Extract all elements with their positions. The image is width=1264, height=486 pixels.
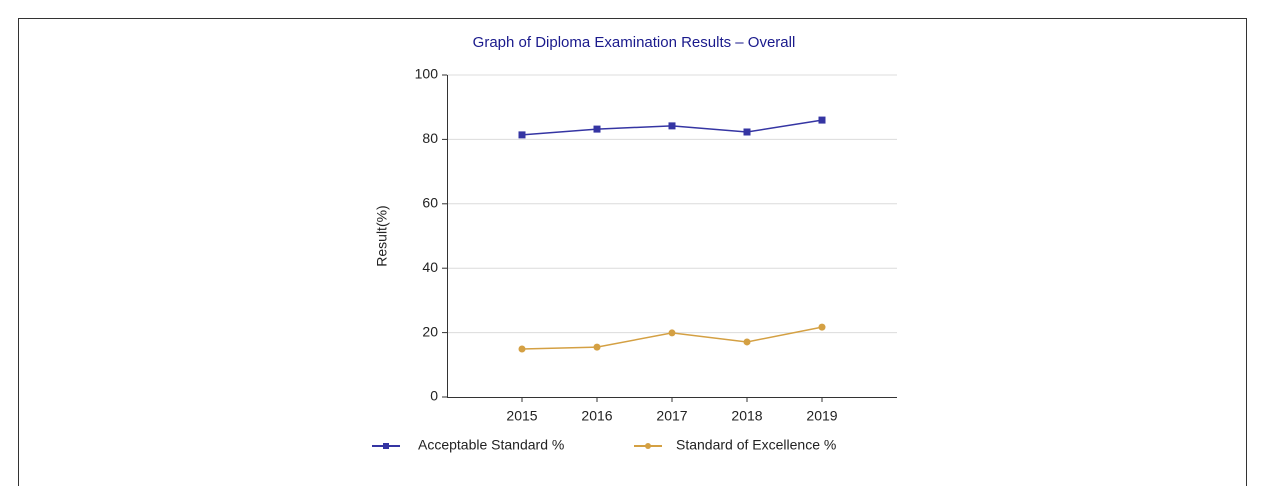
point — [743, 128, 751, 136]
legend-label: Standard of Excellence % — [676, 437, 836, 453]
point — [668, 329, 676, 337]
y-tick-label: 40 — [422, 259, 438, 275]
point — [818, 323, 826, 331]
legend-label: Acceptable Standard % — [418, 437, 564, 453]
y-axis-label: Result(%) — [374, 205, 390, 266]
point — [593, 125, 601, 133]
point — [668, 122, 676, 130]
y-tick-label: 80 — [422, 130, 438, 146]
point — [518, 131, 526, 139]
chart-title: Graph of Diploma Examination Results – O… — [473, 34, 796, 51]
point — [743, 338, 751, 346]
legend-marker — [383, 443, 389, 449]
point — [593, 343, 601, 351]
y-tick-label: 20 — [422, 323, 438, 339]
x-tick-label: 2016 — [581, 408, 612, 424]
point — [518, 345, 526, 353]
x-tick-label: 2018 — [731, 408, 762, 424]
x-tick-label: 2017 — [656, 408, 687, 424]
legend-marker — [645, 443, 651, 449]
y-tick-label: 0 — [430, 388, 438, 404]
x-tick-label: 2019 — [806, 408, 837, 424]
x-tick-label: 2015 — [506, 408, 537, 424]
point — [818, 116, 826, 124]
frame — [18, 18, 1247, 486]
y-tick-label: 60 — [422, 195, 438, 211]
y-tick-label: 100 — [415, 66, 439, 82]
